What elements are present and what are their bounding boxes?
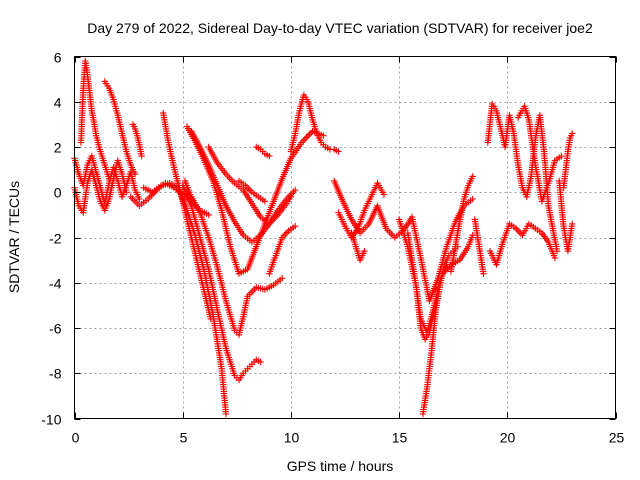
data-point — [261, 198, 269, 205]
series-arc16 — [266, 223, 299, 277]
x-axis-label: GPS time / hours — [287, 458, 394, 474]
data-point — [320, 132, 327, 139]
series-arc13 — [205, 143, 295, 228]
data-point — [131, 170, 139, 178]
series-arc26 — [484, 100, 561, 255]
series-arc15 — [253, 143, 273, 160]
x-tick-label: 10 — [284, 430, 300, 446]
data-point — [292, 223, 299, 230]
data-point — [335, 148, 342, 155]
series-arc24 — [447, 173, 476, 275]
data-point — [303, 134, 310, 141]
data-points — [71, 57, 576, 418]
data-point — [105, 175, 113, 182]
series-arc25 — [471, 216, 487, 277]
data-point — [304, 132, 312, 140]
data-point — [292, 186, 299, 194]
y-tick-label: 0 — [54, 185, 62, 201]
series-arc8 — [160, 109, 214, 323]
chart-title: Day 279 of 2022, Sidereal Day-to-day VTE… — [87, 20, 593, 36]
data-point — [569, 130, 576, 137]
series-arc10 — [181, 177, 286, 338]
data-point — [205, 211, 212, 219]
series-arc2 — [71, 157, 130, 216]
data-point — [287, 193, 295, 200]
plot-frame — [74, 56, 616, 419]
data-point — [136, 195, 143, 203]
series-arc17 — [287, 91, 342, 155]
series-arc7 — [140, 180, 230, 418]
data-point — [257, 358, 264, 366]
y-tick-label: 2 — [54, 140, 62, 156]
data-point — [469, 173, 476, 180]
series-arc27 — [486, 220, 559, 268]
data-point — [480, 270, 487, 277]
data-point — [266, 152, 273, 160]
series-arc20 — [348, 229, 368, 264]
series-arc18 — [331, 177, 476, 305]
data-point — [558, 152, 565, 160]
y-tick-label: 6 — [54, 50, 62, 66]
data-point — [123, 189, 130, 196]
series-arc14 — [235, 177, 269, 205]
series-arc12 — [188, 128, 299, 246]
data-point — [361, 247, 368, 255]
series-arc3 — [77, 57, 113, 182]
x-tick-label: 5 — [180, 430, 188, 446]
series-arc28 — [514, 103, 565, 205]
tick-labels: 0 5 10 15 20 25 -10 -8 -6 -4 -2 0 2 4 6 — [41, 50, 624, 446]
data-point — [138, 152, 145, 160]
data-point — [207, 315, 214, 323]
x-tick-label: 20 — [500, 430, 516, 446]
y-tick-label: 4 — [54, 95, 62, 111]
series-arc4 — [101, 78, 139, 178]
series-arc30 — [560, 130, 576, 191]
data-point — [222, 410, 230, 418]
x-tick-label: 15 — [392, 430, 408, 446]
data-point — [380, 191, 388, 198]
data-point — [279, 275, 286, 282]
ticks — [74, 56, 617, 420]
x-tick-label: 25 — [609, 430, 625, 446]
data-point — [551, 254, 559, 262]
series-arc5 — [129, 121, 145, 160]
data-point — [307, 129, 315, 136]
x-tick-label: 0 — [72, 430, 80, 446]
y-tick-label: -8 — [49, 366, 62, 382]
data-point — [469, 195, 476, 203]
grid — [74, 56, 616, 419]
series-arc29 — [556, 177, 576, 255]
y-tick-label: -6 — [49, 321, 62, 337]
y-axis-label: SDTVAR / TECUs — [6, 181, 22, 293]
data-point — [569, 220, 576, 228]
y-tick-label: -4 — [49, 276, 62, 292]
y-tick-label: -2 — [49, 231, 62, 247]
y-tick-label: -10 — [41, 412, 61, 428]
